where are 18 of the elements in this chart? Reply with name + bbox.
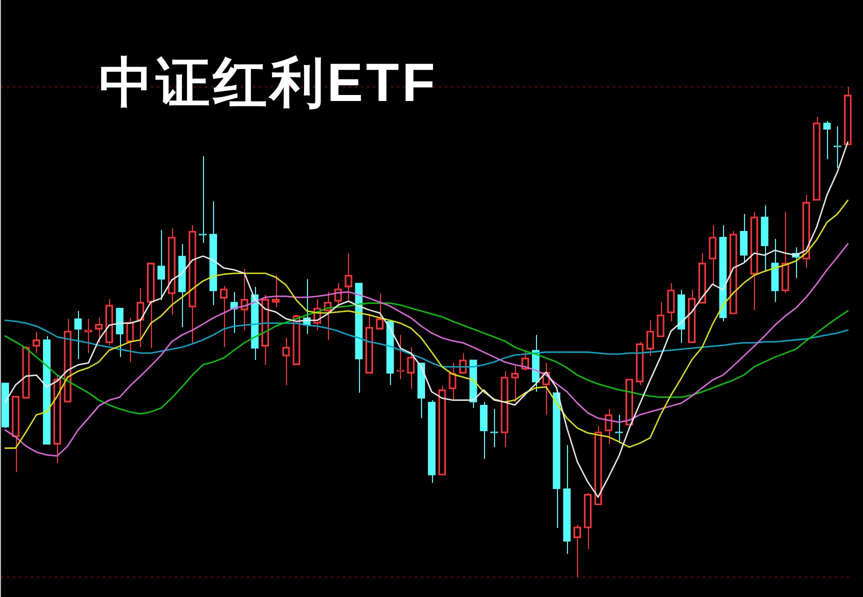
candlestick	[490, 408, 498, 448]
candlestick	[719, 224, 727, 322]
candlestick	[678, 289, 686, 344]
candlestick	[116, 308, 124, 358]
candlestick	[480, 402, 488, 460]
candlestick	[760, 204, 768, 272]
candlestick	[740, 214, 748, 263]
candlestick	[199, 156, 207, 244]
chart-title: 中证红利ETF	[99, 53, 438, 113]
candlestick	[157, 230, 166, 301]
candlestick	[563, 444, 571, 554]
candlestick	[428, 400, 436, 484]
candlestick	[552, 392, 560, 528]
candlestick	[834, 126, 842, 168]
candlestick	[178, 243, 186, 328]
candlestick	[615, 414, 623, 444]
candlestick	[771, 238, 779, 303]
candlestick	[209, 200, 218, 306]
